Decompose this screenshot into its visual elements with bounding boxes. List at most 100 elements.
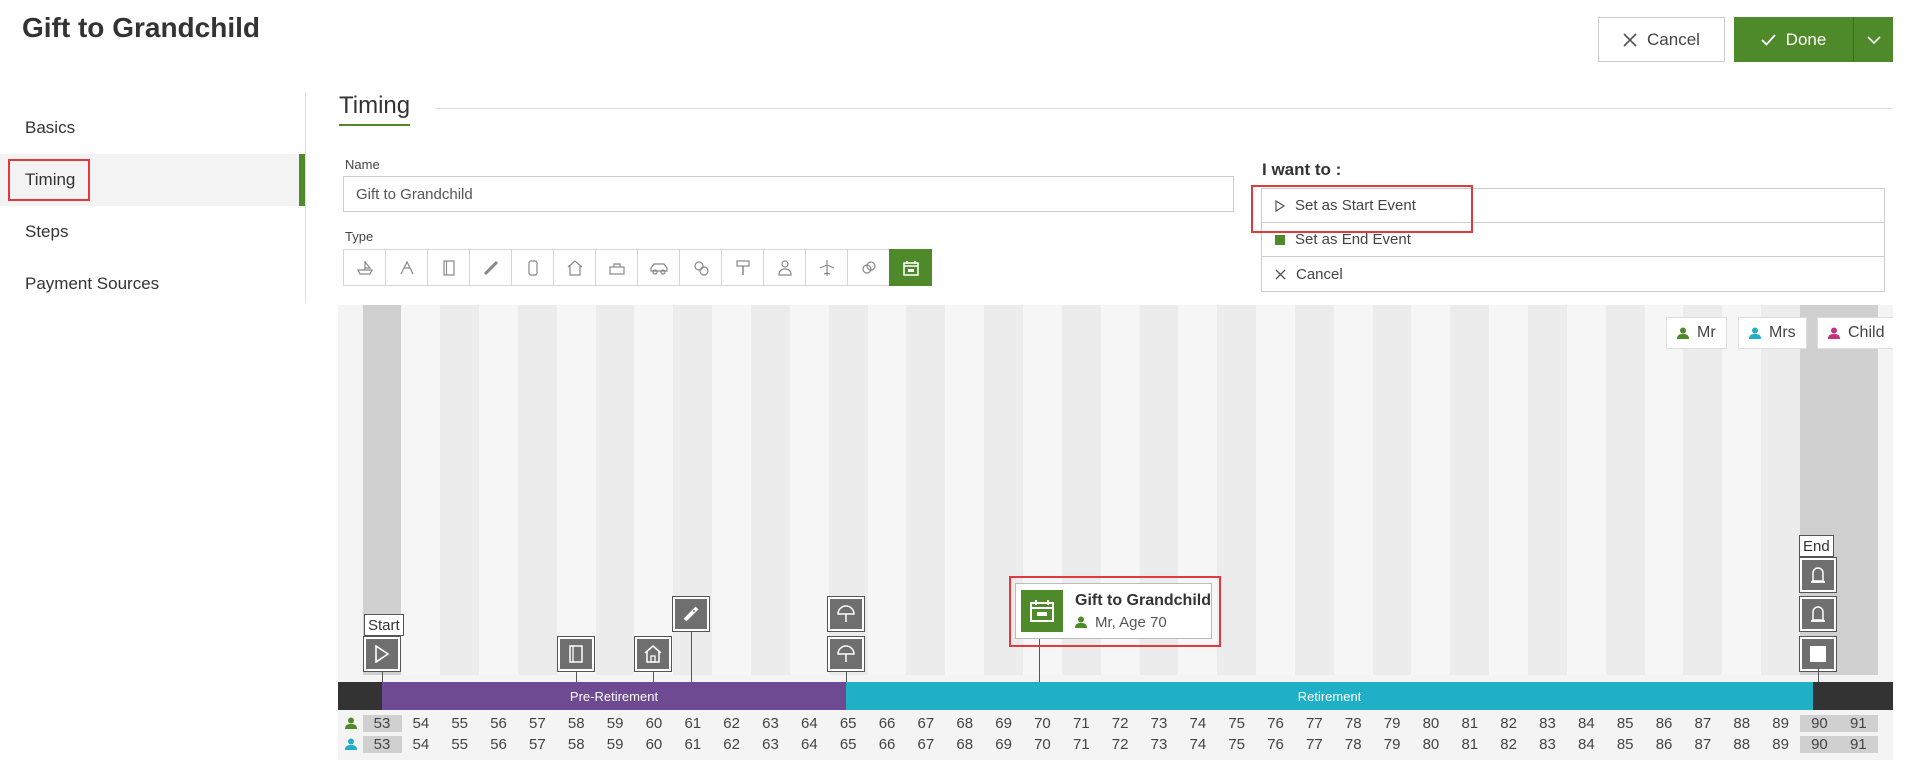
cancel-option[interactable]: Cancel (1262, 257, 1884, 291)
age-cell: 61 (684, 715, 702, 732)
age-cell: 82 (1500, 715, 1517, 732)
name-label: Name (345, 157, 380, 172)
age-cell: 80 (1422, 736, 1440, 753)
age-cell: 82 (1500, 736, 1517, 753)
legend-child[interactable]: Child (1817, 317, 1893, 349)
type-button-remote[interactable] (469, 249, 512, 286)
close-icon (1623, 32, 1637, 47)
legend-mr[interactable]: Mr (1666, 317, 1727, 349)
timeline-column (1722, 305, 1762, 675)
retirement-marker[interactable] (827, 596, 865, 632)
done-dropdown-button[interactable] (1853, 17, 1893, 62)
type-button-travel[interactable] (595, 249, 638, 286)
car-seat-icon (527, 259, 538, 276)
age-cell: 56 (490, 736, 507, 753)
type-selector (343, 249, 932, 286)
cancel-button[interactable]: Cancel (1598, 17, 1725, 62)
type-button-book[interactable] (427, 249, 470, 286)
age-cell: 72 (1111, 736, 1129, 753)
age-cell: 53 (362, 736, 402, 753)
marker-stem (576, 668, 577, 682)
end-marker[interactable] (1799, 636, 1837, 672)
age-cell: 81 (1461, 736, 1479, 753)
type-button-plane[interactable] (805, 249, 848, 286)
nav-item-basics[interactable]: Basics (0, 102, 305, 154)
cancel-button-label: Cancel (1647, 29, 1700, 49)
person-icon (1749, 327, 1761, 339)
age-cell: 84 (1578, 715, 1595, 732)
type-button-person[interactable] (763, 249, 806, 286)
age-cell: 65 (839, 715, 857, 732)
phase-retirement: Retirement (846, 682, 1813, 710)
type-button-vehicle[interactable] (637, 249, 680, 286)
chevron-down-icon (1866, 35, 1881, 44)
age-cell: 58 (567, 736, 585, 753)
name-input[interactable] (343, 176, 1234, 212)
nav-item-payment-sources[interactable]: Payment Sources (0, 258, 305, 310)
age-cell: 74 (1189, 715, 1207, 732)
type-button-boat[interactable] (343, 249, 386, 286)
timeline-column (1256, 305, 1295, 675)
set-end-event-option[interactable]: Set as End Event (1262, 223, 1884, 257)
age-cell: 87 (1694, 736, 1712, 753)
type-button-calendar[interactable] (889, 249, 932, 286)
timeline-column (440, 305, 480, 675)
calendar-icon (1030, 600, 1054, 622)
age-cell: 69 (995, 715, 1012, 732)
legend-mrs[interactable]: Mrs (1738, 317, 1807, 349)
book-marker[interactable] (557, 636, 595, 672)
age-cell: 68 (956, 736, 974, 753)
end-flag: End (1799, 535, 1834, 557)
age-cell: 83 (1539, 736, 1556, 753)
travel-icon (608, 262, 625, 275)
age-cell: 87 (1694, 715, 1712, 732)
age-cell: 57 (529, 736, 546, 753)
start-flag: Start (364, 614, 404, 636)
age-cell: 64 (801, 715, 818, 732)
nav-item-steps[interactable]: Steps (0, 206, 305, 258)
age-cell: 70 (1034, 715, 1051, 732)
type-button-wedding[interactable] (385, 249, 428, 286)
done-button[interactable]: Done (1734, 17, 1853, 62)
type-button-car-seat[interactable] (511, 249, 554, 286)
age-cell: 91 (1838, 715, 1878, 732)
type-button-rings[interactable] (847, 249, 890, 286)
age-cell: 74 (1189, 736, 1207, 753)
end-marker[interactable] (1799, 557, 1837, 593)
timeline-column (1605, 305, 1645, 675)
legend-mrs-label: Mrs (1769, 324, 1796, 341)
remote-marker[interactable] (672, 596, 710, 632)
end-marker[interactable] (1799, 596, 1837, 632)
close-icon (1275, 269, 1286, 279)
event-icon-button[interactable] (1021, 590, 1063, 632)
event-card[interactable]: Gift to Grandchild Mr, Age 70 (1015, 583, 1212, 639)
tombstone-icon (1811, 567, 1825, 583)
age-cell: 81 (1461, 715, 1479, 732)
done-button-label: Done (1785, 29, 1827, 49)
age-cell: 79 (1383, 736, 1401, 753)
section-divider (435, 108, 1893, 109)
set-start-event-option[interactable]: Set as Start Event (1262, 189, 1884, 223)
house-marker[interactable] (634, 636, 672, 672)
age-cell: 84 (1578, 736, 1595, 753)
age-cell: 77 (1306, 715, 1323, 732)
nav-item-timing[interactable]: Timing (0, 154, 305, 206)
rings-icon (861, 260, 876, 274)
type-button-money[interactable] (679, 249, 722, 286)
type-button-house[interactable] (553, 249, 596, 286)
book-icon (569, 645, 583, 663)
plane-icon (819, 259, 834, 276)
marker-stem (653, 668, 654, 682)
timeline-column (1489, 305, 1528, 675)
start-marker[interactable] (363, 636, 401, 672)
highlight-box (1009, 576, 1221, 647)
type-button-paint-roller[interactable] (721, 249, 764, 286)
money-icon (693, 260, 709, 276)
age-cell: 86 (1655, 736, 1673, 753)
age-cell: 53 (362, 715, 402, 732)
retirement-marker[interactable] (827, 636, 865, 672)
want-label: I want to : (1262, 160, 1342, 179)
highlight-box (1251, 185, 1473, 233)
person-icon (1828, 327, 1840, 339)
timeline-column (634, 305, 674, 675)
